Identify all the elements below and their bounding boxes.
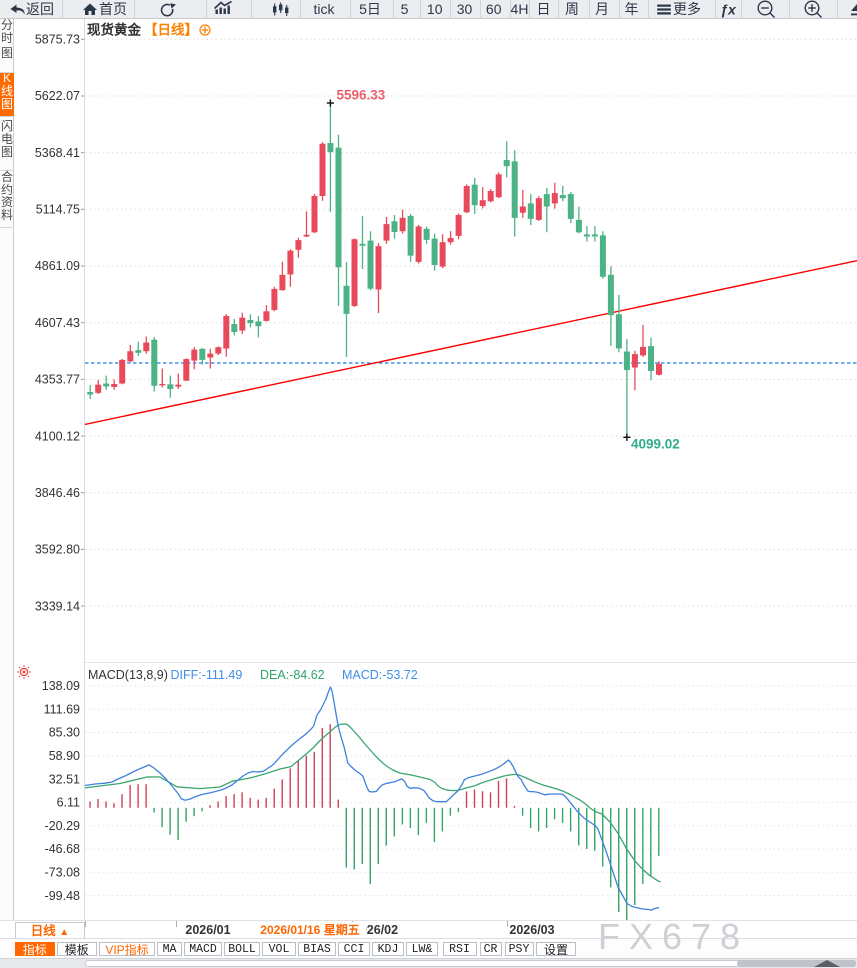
- svg-text:10: 10: [427, 1, 443, 17]
- svg-text:85.30: 85.30: [49, 726, 80, 740]
- svg-text:6.11: 6.11: [57, 796, 80, 810]
- svg-text:58.90: 58.90: [49, 749, 80, 763]
- svg-text:4099.02: 4099.02: [631, 437, 680, 452]
- svg-text:4H: 4H: [511, 1, 529, 17]
- svg-text:5622.07: 5622.07: [35, 89, 80, 103]
- svg-text:tick: tick: [314, 1, 336, 17]
- svg-text:3592.80: 3592.80: [35, 543, 80, 557]
- svg-text:【日线】: 【日线】: [144, 22, 198, 38]
- svg-text:-99.48: -99.48: [45, 889, 80, 903]
- svg-text:4861.09: 4861.09: [35, 259, 80, 273]
- svg-text:MACD:-53.72: MACD:-53.72: [342, 668, 418, 682]
- svg-text:更多: 更多: [673, 1, 701, 17]
- svg-text:周: 周: [565, 1, 579, 17]
- svg-text:MACD(13,8,9): MACD(13,8,9): [88, 668, 168, 682]
- svg-text:5596.33: 5596.33: [337, 88, 386, 103]
- svg-text:-20.29: -20.29: [45, 819, 80, 833]
- svg-text:5875.73: 5875.73: [35, 33, 80, 47]
- svg-text:5日: 5日: [359, 1, 381, 17]
- svg-text:3339.14: 3339.14: [35, 599, 80, 613]
- svg-text:32.51: 32.51: [49, 772, 80, 786]
- svg-text:现货黄金: 现货黄金: [87, 22, 141, 38]
- svg-text:-46.68: -46.68: [45, 842, 80, 856]
- svg-text:ƒx: ƒx: [720, 2, 737, 18]
- svg-text:日: 日: [537, 1, 551, 17]
- svg-text:5: 5: [401, 1, 409, 17]
- svg-text:138.09: 138.09: [42, 679, 80, 693]
- svg-text:4607.43: 4607.43: [35, 316, 80, 330]
- svg-text:-73.08: -73.08: [45, 866, 80, 880]
- svg-text:首页: 首页: [99, 1, 127, 17]
- svg-text:返回: 返回: [26, 1, 54, 17]
- svg-text:111.69: 111.69: [44, 702, 80, 716]
- svg-text:4100.12: 4100.12: [35, 429, 80, 443]
- svg-text:30: 30: [457, 1, 473, 17]
- svg-text:月: 月: [595, 1, 609, 17]
- svg-text:5114.75: 5114.75: [36, 203, 80, 217]
- svg-text:3846.46: 3846.46: [35, 486, 80, 500]
- svg-text:年: 年: [625, 1, 639, 17]
- svg-text:5368.41: 5368.41: [35, 146, 80, 160]
- svg-text:DEA:-84.62: DEA:-84.62: [260, 668, 325, 682]
- svg-text:60: 60: [486, 1, 502, 17]
- svg-text:DIFF:-111.49: DIFF:-111.49: [171, 668, 243, 682]
- svg-text:4353.77: 4353.77: [35, 373, 80, 387]
